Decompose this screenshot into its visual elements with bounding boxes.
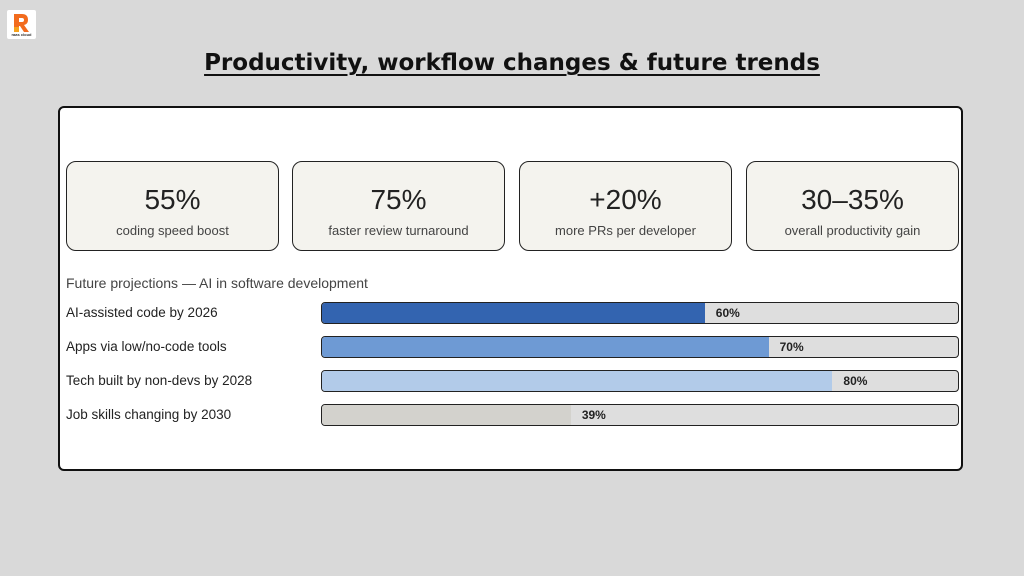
bar-category-label: Tech built by non-devs by 2028	[66, 373, 253, 388]
bar-track	[321, 370, 959, 392]
bar-fill	[322, 405, 571, 425]
raas-cloud-logo-icon	[14, 14, 29, 32]
bar-track	[321, 404, 959, 426]
stat-label: faster review turnaround	[328, 223, 469, 238]
stat-label: coding speed boost	[116, 223, 229, 238]
bar-fill	[322, 337, 769, 357]
bar-category-label: Job skills changing by 2030	[66, 407, 232, 422]
brand-logo: raas cloud	[7, 10, 36, 39]
bar-category-label: AI-assisted code by 2026	[66, 305, 218, 320]
stat-card-prs-per-developer: +20% more PRs per developer	[519, 161, 732, 251]
stat-value: 55%	[144, 184, 201, 215]
bar-value-label: 39%	[581, 408, 606, 422]
bar-track	[321, 302, 959, 324]
bar-row-non-devs-tech: Tech built by non-devs by 2028 80%	[60, 370, 965, 392]
stat-value: +20%	[589, 184, 662, 215]
content-panel: 55% coding speed boost 75% faster review…	[58, 106, 963, 471]
bar-fill	[322, 371, 833, 391]
stat-card-overall-productivity: 30–35% overall productivity gain	[746, 161, 959, 251]
bar-track	[321, 336, 959, 358]
bar-value-label: 60%	[715, 306, 740, 320]
bar-row-low-no-code-apps: Apps via low/no-code tools 70%	[60, 336, 965, 358]
bar-fill	[322, 303, 705, 323]
bar-category-label: Apps via low/no-code tools	[66, 339, 227, 354]
stat-card-coding-speed: 55% coding speed boost	[66, 161, 279, 251]
bar-value-label: 80%	[843, 374, 868, 388]
brand-name: raas cloud	[11, 32, 32, 37]
bar-row-ai-assisted-code: AI-assisted code by 2026 60%	[60, 302, 965, 324]
stat-label: more PRs per developer	[555, 223, 696, 238]
stat-label: overall productivity gain	[784, 223, 921, 238]
bar-row-job-skills: Job skills changing by 2030 39%	[60, 404, 965, 426]
chart-title: Future projections — AI in software deve…	[66, 275, 368, 291]
stat-value: 30–35%	[801, 184, 904, 215]
bar-value-label: 70%	[779, 340, 804, 354]
slide-title: Productivity, workflow changes & future …	[204, 50, 820, 76]
stat-value: 75%	[370, 184, 427, 215]
stat-card-review-turnaround: 75% faster review turnaround	[292, 161, 505, 251]
